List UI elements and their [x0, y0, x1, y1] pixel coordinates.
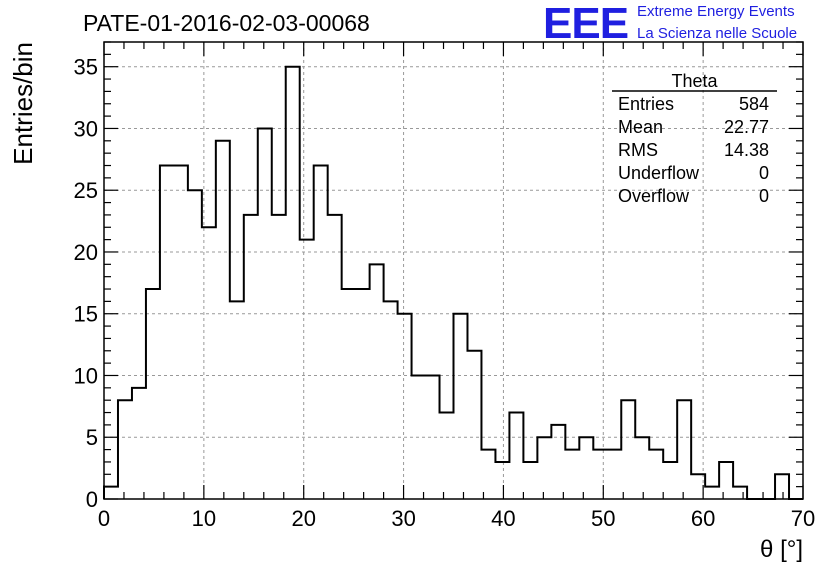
logo-line-1: Extreme Energy Events [637, 3, 795, 20]
y-tick-label: 30 [74, 116, 98, 141]
y-tick-label: 0 [86, 487, 98, 512]
x-axis-label: θ [°] [760, 536, 803, 563]
x-tick-label: 30 [391, 506, 415, 531]
y-tick-label: 20 [74, 240, 98, 265]
x-tick-label: 40 [491, 506, 515, 531]
grid-lines [104, 42, 803, 499]
chart-title: PATE-01-2016-02-03-00068 [83, 10, 370, 36]
x-tick-label: 50 [591, 506, 615, 531]
stats-row-value: 22.77 [724, 117, 769, 137]
y-axis-label: Entries/bin [8, 42, 38, 165]
stats-box: Theta Entries 584 Mean 22.77 RMS 14.38 Underfl… [612, 71, 777, 206]
stats-row-value: 0 [759, 186, 769, 206]
stats-row-value: 14.38 [724, 140, 769, 160]
logo-line-2: La Scienza nelle Scuole [637, 25, 798, 42]
stats-row-label: Overflow [618, 186, 690, 206]
y-tick-label: 35 [74, 55, 98, 80]
y-tick-label: 15 [74, 302, 98, 327]
x-tick-label: 20 [291, 506, 315, 531]
stats-row-value: 584 [739, 94, 769, 114]
x-tick-label: 60 [691, 506, 715, 531]
stats-row-value: 0 [759, 163, 769, 183]
stats-row-label: Mean [618, 117, 663, 137]
x-tick-label: 10 [192, 506, 216, 531]
y-tick-label: 10 [74, 363, 98, 388]
x-axis-ticks: 0 10 20 30 40 50 60 70 [98, 42, 815, 531]
x-tick-label: 70 [791, 506, 815, 531]
eee-logo: EEE [543, 0, 629, 48]
y-tick-label: 25 [74, 178, 98, 203]
histogram-step-line [103, 65, 803, 500]
stats-title: Theta [671, 71, 718, 91]
stats-row-label: Underflow [618, 163, 700, 183]
plot-frame [103, 41, 804, 500]
stats-row-label: RMS [618, 140, 658, 160]
x-tick-label: 0 [98, 506, 110, 531]
stats-row-label: Entries [618, 94, 674, 114]
y-axis-ticks: 0 5 10 15 20 25 30 35 [74, 41, 803, 512]
y-tick-label: 5 [86, 425, 98, 450]
